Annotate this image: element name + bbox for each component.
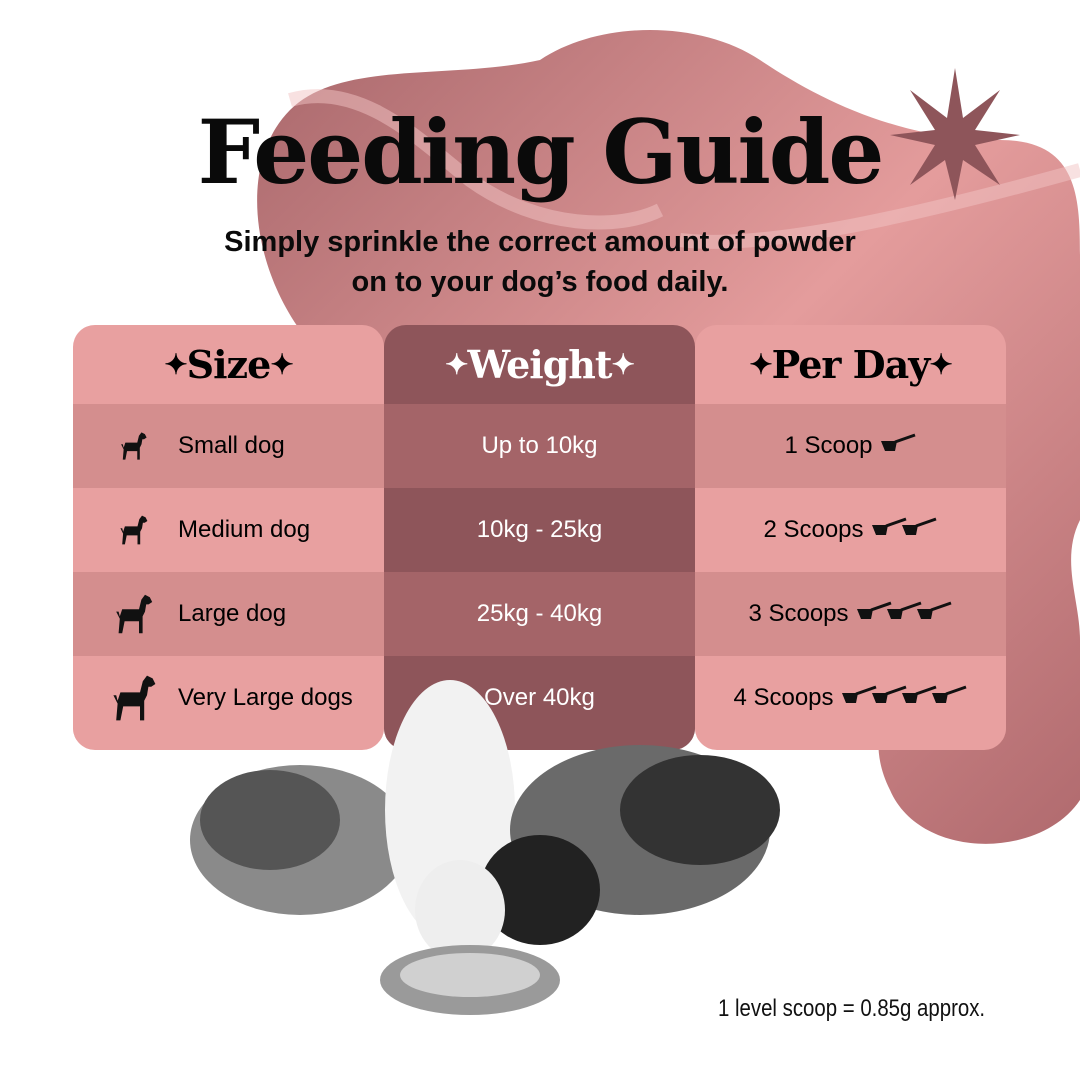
per-day-header: ✦ Per Day ✦ [749,342,953,387]
size-header: ✦ Size ✦ [164,342,294,387]
puppies-image [190,680,780,1015]
size-cell: Small dog [73,404,384,488]
per-day-label: 1 Scoop [784,432,873,459]
per-day-column: ✦ Per Day ✦ 1 Scoop 2 Scoops 3 Scoops 4 Scoop… [695,325,1006,750]
dog-icon [103,670,163,726]
scoop-icon [885,600,923,628]
scoop-icon [900,516,938,544]
weight-cell: Up to 10kg [384,404,695,488]
size-label: Small dog [178,432,285,459]
size-cell: Medium dog [73,488,384,572]
size-cell: Very Large dogs [73,656,384,740]
weight-header: ✦ Weight ✦ [445,342,635,387]
scoop-icon [840,684,878,712]
weight-label: 25kg - 40kg [476,600,603,627]
scoop-icon [879,432,917,460]
per-day-cell: 3 Scoops [695,572,1006,656]
footnote: 1 level scoop = 0.85g approx. [718,995,986,1022]
per-day-cell: 2 Scoops [695,488,1006,572]
weight-column: ✦ Weight ✦ Up to 10kg 10kg - 25kg 25kg - 40k… [384,325,695,750]
per-day-label: 4 Scoops [733,684,834,711]
dog-icon [103,590,163,638]
size-label: Large dog [178,600,287,627]
starburst-icon [890,68,1020,200]
scoop-icon [930,684,968,712]
size-column: ✦ Size ✦ Small dog Medium dog Large dog Very … [73,325,384,750]
weight-cell: 25kg - 40kg [384,572,695,656]
size-cell: Large dog [73,572,384,656]
per-day-label: 2 Scoops [763,516,864,543]
subtitle-line-2: on to your dog’s food daily. [351,266,729,298]
scoop-icon [915,600,953,628]
weight-cell: 10kg - 25kg [384,488,695,572]
scoop-icon [855,600,893,628]
dog-icon [103,512,163,548]
page-title: Feeding Guide [197,100,885,204]
feeding-table: ✦ Size ✦ Small dog Medium dog Large dog Very … [73,325,1007,750]
per-day-label: 3 Scoops [748,600,849,627]
dog-icon [103,429,163,463]
weight-label: Up to 10kg [481,432,598,459]
subtitle-line-1: Simply sprinkle the correct amount of po… [224,226,856,258]
per-day-cell: 1 Scoop [695,404,1006,488]
weight-label: Over 40kg [484,684,595,711]
size-label: Medium dog [178,516,311,543]
size-label: Very Large dogs [178,684,353,711]
per-day-cell: 4 Scoops [695,656,1006,740]
scoop-icon [870,684,908,712]
scoop-icon [900,684,938,712]
weight-label: 10kg - 25kg [476,516,603,543]
scoop-icon [870,516,908,544]
